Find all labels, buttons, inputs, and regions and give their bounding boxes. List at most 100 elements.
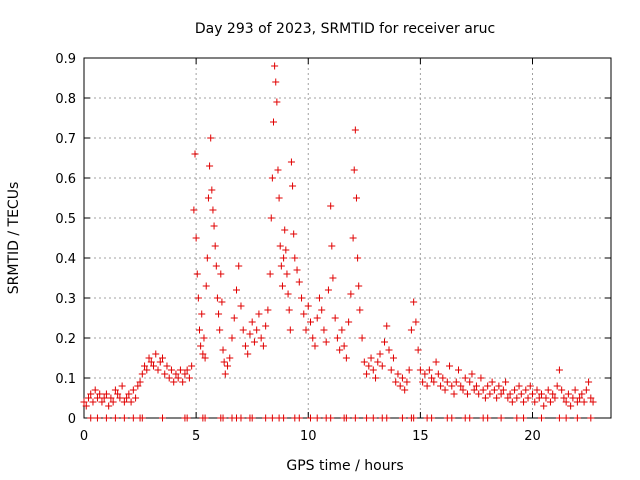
data-point [197, 342, 205, 350]
data-point [463, 390, 471, 398]
data-point [272, 78, 280, 86]
data-point [123, 394, 131, 402]
data-point [291, 254, 299, 262]
data-point [206, 162, 214, 170]
data-point [220, 358, 228, 366]
data-point [493, 394, 501, 402]
data-point [210, 222, 218, 230]
data-point [383, 414, 391, 422]
data-point [87, 414, 95, 422]
data-point [192, 234, 200, 242]
data-point [212, 262, 220, 270]
data-point [434, 370, 442, 378]
data-point [203, 254, 211, 262]
data-point [107, 394, 115, 402]
data-point [529, 390, 537, 398]
data-point [428, 374, 436, 382]
data-point [526, 382, 534, 390]
data-point [93, 394, 101, 402]
y-tick-label: 0.5 [55, 212, 76, 227]
data-point [216, 326, 224, 334]
data-points [80, 62, 597, 422]
data-point [558, 386, 566, 394]
data-point [295, 414, 303, 422]
data-point [232, 286, 240, 294]
data-point [369, 366, 377, 374]
data-point [276, 242, 284, 250]
data-point [150, 362, 158, 370]
x-axis-label: GPS time / hours [286, 458, 403, 474]
data-point [481, 394, 489, 402]
data-point [179, 378, 187, 386]
data-point [158, 414, 166, 422]
data-point [201, 414, 209, 422]
data-point [295, 278, 303, 286]
data-point [293, 266, 301, 274]
data-point [274, 166, 282, 174]
y-tick-label: 0.9 [55, 52, 76, 67]
data-point [138, 370, 146, 378]
data-point [111, 414, 119, 422]
data-point [452, 378, 460, 386]
data-point [522, 386, 530, 394]
data-point [531, 398, 539, 406]
data-point [298, 294, 306, 302]
data-point [459, 386, 467, 394]
data-point [468, 370, 476, 378]
data-point [475, 390, 483, 398]
data-point [511, 386, 519, 394]
y-tick-label: 0.1 [55, 372, 76, 387]
x-tick-label: 15 [412, 429, 429, 444]
data-point [506, 390, 514, 398]
data-point [246, 330, 254, 338]
data-point [455, 366, 463, 374]
data-point [191, 150, 199, 158]
data-point [490, 386, 498, 394]
data-point [204, 194, 212, 202]
data-point [134, 382, 142, 390]
data-point [98, 398, 106, 406]
data-point [199, 350, 207, 358]
data-point [504, 394, 512, 402]
data-point [102, 414, 110, 422]
data-point [235, 262, 243, 270]
data-point [241, 342, 249, 350]
y-tick-label: 0.4 [55, 252, 76, 267]
data-point [181, 370, 189, 378]
data-point [439, 374, 447, 382]
data-point [324, 286, 332, 294]
data-point [120, 398, 128, 406]
data-point [520, 414, 528, 422]
data-point [221, 370, 229, 378]
data-point [546, 398, 554, 406]
data-point [224, 362, 232, 370]
data-point [457, 382, 465, 390]
data-point [389, 354, 397, 362]
y-tick-label: 0.7 [55, 132, 76, 147]
data-point [430, 378, 438, 386]
data-point [264, 306, 272, 314]
data-point [207, 134, 215, 142]
data-point [540, 402, 548, 410]
data-point [267, 214, 275, 222]
data-point [486, 390, 494, 398]
data-point [502, 378, 510, 386]
data-point [329, 274, 337, 282]
data-point [318, 306, 326, 314]
data-point [82, 402, 90, 410]
data-point [158, 354, 166, 362]
data-point [378, 362, 386, 370]
data-point [542, 394, 550, 402]
data-point [141, 362, 149, 370]
data-point [437, 382, 445, 390]
data-point [185, 374, 193, 382]
data-point [401, 386, 409, 394]
data-point [237, 414, 245, 422]
x-tick-labels: 0 5 10 15 20 [80, 429, 541, 444]
data-point [289, 182, 297, 190]
data-point [414, 346, 422, 354]
data-point [248, 414, 256, 422]
data-point [259, 342, 267, 350]
data-point [145, 354, 153, 362]
